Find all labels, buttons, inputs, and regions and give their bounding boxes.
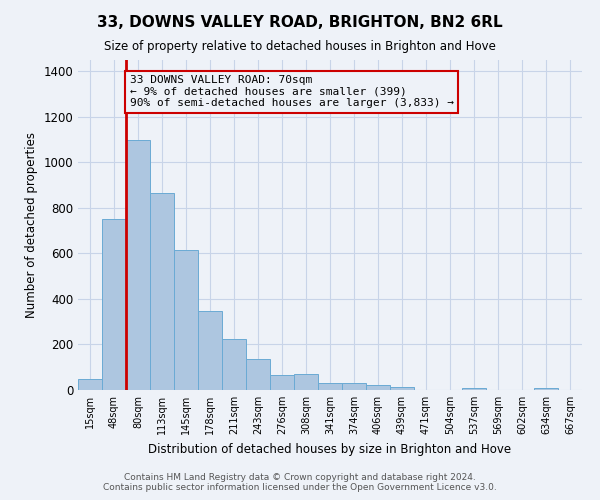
Bar [222, 339, 246, 390]
Bar [102, 220, 126, 390]
Bar [270, 375, 294, 390]
X-axis label: Distribution of detached houses by size in Brighton and Hove: Distribution of detached houses by size … [148, 442, 512, 456]
Bar [126, 140, 150, 390]
Text: Size of property relative to detached houses in Brighton and Hove: Size of property relative to detached ho… [104, 40, 496, 53]
Bar [462, 388, 486, 390]
Text: 33, DOWNS VALLEY ROAD, BRIGHTON, BN2 6RL: 33, DOWNS VALLEY ROAD, BRIGHTON, BN2 6RL [97, 15, 503, 30]
Bar [174, 250, 198, 390]
Bar [390, 386, 414, 390]
Bar [342, 383, 366, 390]
Bar [150, 193, 174, 390]
Text: Contains HM Land Registry data © Crown copyright and database right 2024.
Contai: Contains HM Land Registry data © Crown c… [103, 472, 497, 492]
Bar [198, 312, 222, 390]
Bar [246, 360, 270, 390]
Bar [78, 378, 102, 390]
Bar [318, 383, 342, 390]
Bar [366, 386, 390, 390]
Bar [534, 388, 558, 390]
Y-axis label: Number of detached properties: Number of detached properties [25, 132, 38, 318]
Bar [294, 374, 318, 390]
Text: 33 DOWNS VALLEY ROAD: 70sqm
← 9% of detached houses are smaller (399)
90% of sem: 33 DOWNS VALLEY ROAD: 70sqm ← 9% of deta… [130, 76, 454, 108]
